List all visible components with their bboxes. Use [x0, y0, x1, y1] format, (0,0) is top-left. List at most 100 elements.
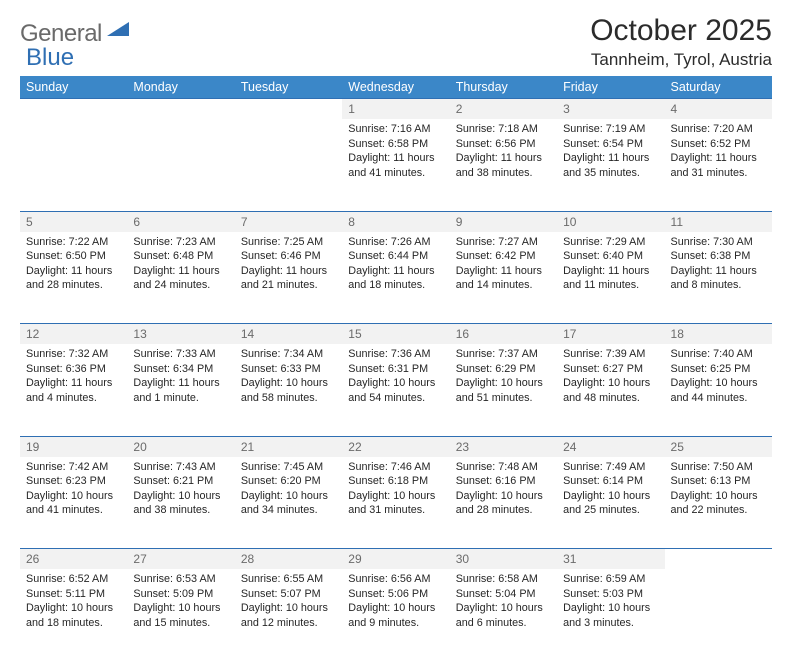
daylight-text: and 41 minutes. [26, 503, 121, 518]
day-number-cell: 3 [557, 99, 664, 120]
sunset-text: Sunset: 6:46 PM [241, 249, 336, 264]
day-number-cell: 15 [342, 324, 449, 345]
daylight-text: Daylight: 10 hours [348, 489, 443, 504]
daylight-text: and 22 minutes. [671, 503, 766, 518]
week-row: Sunrise: 7:22 AMSunset: 6:50 PMDaylight:… [20, 232, 772, 324]
sunrise-text: Sunrise: 7:26 AM [348, 235, 443, 250]
day-cell: Sunrise: 7:50 AMSunset: 6:13 PMDaylight:… [665, 457, 772, 549]
sunrise-text: Sunrise: 7:37 AM [456, 347, 551, 362]
week-row: Sunrise: 7:42 AMSunset: 6:23 PMDaylight:… [20, 457, 772, 549]
sunset-text: Sunset: 6:29 PM [456, 362, 551, 377]
sunrise-text: Sunrise: 7:34 AM [241, 347, 336, 362]
daylight-text: Daylight: 10 hours [241, 376, 336, 391]
sunset-text: Sunset: 6:20 PM [241, 474, 336, 489]
sunrise-text: Sunrise: 7:18 AM [456, 122, 551, 137]
daylight-text: and 28 minutes. [456, 503, 551, 518]
day-cell: Sunrise: 7:27 AMSunset: 6:42 PMDaylight:… [450, 232, 557, 324]
sunrise-text: Sunrise: 7:40 AM [671, 347, 766, 362]
sunset-text: Sunset: 5:07 PM [241, 587, 336, 602]
col-thursday: Thursday [450, 76, 557, 99]
col-friday: Friday [557, 76, 664, 99]
sunrise-text: Sunrise: 6:59 AM [563, 572, 658, 587]
daylight-text: Daylight: 10 hours [563, 376, 658, 391]
daylight-text: Daylight: 11 hours [348, 264, 443, 279]
sunset-text: Sunset: 5:06 PM [348, 587, 443, 602]
col-monday: Monday [127, 76, 234, 99]
sunset-text: Sunset: 6:23 PM [26, 474, 121, 489]
day-cell: Sunrise: 7:18 AMSunset: 6:56 PMDaylight:… [450, 119, 557, 211]
daylight-text: Daylight: 11 hours [26, 376, 121, 391]
sunset-text: Sunset: 6:38 PM [671, 249, 766, 264]
daylight-text: Daylight: 10 hours [241, 601, 336, 616]
sunrise-text: Sunrise: 6:52 AM [26, 572, 121, 587]
daylight-text: Daylight: 10 hours [26, 489, 121, 504]
day-cell: Sunrise: 7:20 AMSunset: 6:52 PMDaylight:… [665, 119, 772, 211]
daylight-text: and 18 minutes. [348, 278, 443, 293]
daylight-text: Daylight: 11 hours [456, 151, 551, 166]
day-cell: Sunrise: 7:26 AMSunset: 6:44 PMDaylight:… [342, 232, 449, 324]
day-number-cell: 26 [20, 549, 127, 570]
logo-text-blue: Blue [26, 44, 74, 72]
daylight-text: and 38 minutes. [456, 166, 551, 181]
day-number-cell: 8 [342, 211, 449, 232]
day-cell: Sunrise: 7:32 AMSunset: 6:36 PMDaylight:… [20, 344, 127, 436]
week-row: Sunrise: 7:32 AMSunset: 6:36 PMDaylight:… [20, 344, 772, 436]
day-cell: Sunrise: 7:42 AMSunset: 6:23 PMDaylight:… [20, 457, 127, 549]
daylight-text: Daylight: 11 hours [563, 264, 658, 279]
daylight-text: Daylight: 10 hours [133, 601, 228, 616]
day-cell: Sunrise: 7:43 AMSunset: 6:21 PMDaylight:… [127, 457, 234, 549]
daylight-text: Daylight: 11 hours [133, 264, 228, 279]
sunrise-text: Sunrise: 7:43 AM [133, 460, 228, 475]
day-cell: Sunrise: 6:56 AMSunset: 5:06 PMDaylight:… [342, 569, 449, 661]
day-number-cell: 28 [235, 549, 342, 570]
day-cell: Sunrise: 6:58 AMSunset: 5:04 PMDaylight:… [450, 569, 557, 661]
sunrise-text: Sunrise: 7:50 AM [671, 460, 766, 475]
day-number-cell: 2 [450, 99, 557, 120]
sunrise-text: Sunrise: 7:33 AM [133, 347, 228, 362]
day-number-cell: 12 [20, 324, 127, 345]
day-cell: Sunrise: 6:59 AMSunset: 5:03 PMDaylight:… [557, 569, 664, 661]
sunset-text: Sunset: 6:44 PM [348, 249, 443, 264]
day-cell: Sunrise: 7:33 AMSunset: 6:34 PMDaylight:… [127, 344, 234, 436]
daylight-text: Daylight: 10 hours [133, 489, 228, 504]
day-cell: Sunrise: 7:25 AMSunset: 6:46 PMDaylight:… [235, 232, 342, 324]
sunset-text: Sunset: 6:50 PM [26, 249, 121, 264]
sunrise-text: Sunrise: 7:48 AM [456, 460, 551, 475]
daylight-text: Daylight: 11 hours [348, 151, 443, 166]
day-cell: Sunrise: 7:30 AMSunset: 6:38 PMDaylight:… [665, 232, 772, 324]
logo-triangle-icon [107, 20, 129, 41]
day-number-cell: 31 [557, 549, 664, 570]
daylight-text: and 24 minutes. [133, 278, 228, 293]
day-cell: Sunrise: 7:48 AMSunset: 6:16 PMDaylight:… [450, 457, 557, 549]
day-cell: Sunrise: 7:37 AMSunset: 6:29 PMDaylight:… [450, 344, 557, 436]
daylight-text: and 31 minutes. [671, 166, 766, 181]
sunrise-text: Sunrise: 7:36 AM [348, 347, 443, 362]
sunset-text: Sunset: 6:21 PM [133, 474, 228, 489]
sunset-text: Sunset: 6:16 PM [456, 474, 551, 489]
day-cell: Sunrise: 7:22 AMSunset: 6:50 PMDaylight:… [20, 232, 127, 324]
day-cell: Sunrise: 7:23 AMSunset: 6:48 PMDaylight:… [127, 232, 234, 324]
daylight-text: Daylight: 11 hours [26, 264, 121, 279]
sunset-text: Sunset: 5:04 PM [456, 587, 551, 602]
day-number-cell: 4 [665, 99, 772, 120]
daylight-text: Daylight: 10 hours [563, 489, 658, 504]
daynum-row: 262728293031 [20, 549, 772, 570]
sunrise-text: Sunrise: 7:42 AM [26, 460, 121, 475]
day-number-cell: 1 [342, 99, 449, 120]
day-number-cell: 24 [557, 436, 664, 457]
day-number-cell: 22 [342, 436, 449, 457]
daylight-text: and 41 minutes. [348, 166, 443, 181]
daylight-text: and 21 minutes. [241, 278, 336, 293]
sunset-text: Sunset: 5:09 PM [133, 587, 228, 602]
sunrise-text: Sunrise: 6:58 AM [456, 572, 551, 587]
col-saturday: Saturday [665, 76, 772, 99]
sunset-text: Sunset: 6:54 PM [563, 137, 658, 152]
day-cell: Sunrise: 7:49 AMSunset: 6:14 PMDaylight:… [557, 457, 664, 549]
daylight-text: and 34 minutes. [241, 503, 336, 518]
day-cell: Sunrise: 7:36 AMSunset: 6:31 PMDaylight:… [342, 344, 449, 436]
day-number-cell: 30 [450, 549, 557, 570]
sunrise-text: Sunrise: 7:20 AM [671, 122, 766, 137]
sunset-text: Sunset: 6:58 PM [348, 137, 443, 152]
daylight-text: and 4 minutes. [26, 391, 121, 406]
sunrise-text: Sunrise: 7:27 AM [456, 235, 551, 250]
